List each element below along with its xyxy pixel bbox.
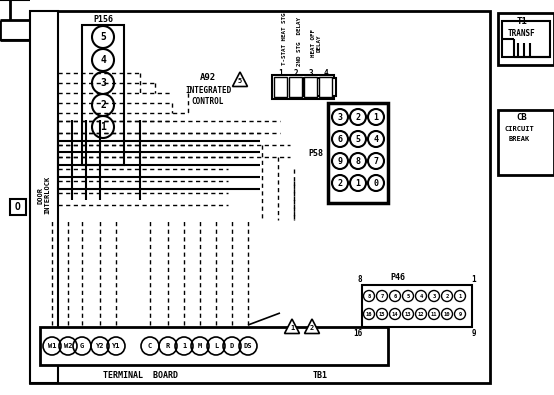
Text: TB1: TB1 bbox=[312, 371, 327, 380]
Bar bbox=[362, 285, 472, 327]
Text: 3: 3 bbox=[100, 78, 106, 88]
Bar bbox=[10, 199, 26, 215]
Text: 2: 2 bbox=[310, 325, 314, 331]
Text: M: M bbox=[198, 343, 202, 349]
Text: 5: 5 bbox=[100, 32, 106, 42]
Text: G: G bbox=[80, 343, 84, 349]
Text: 9: 9 bbox=[471, 329, 476, 339]
Text: T-STAT HEAT STG: T-STAT HEAT STG bbox=[281, 13, 286, 65]
Text: BREAK: BREAK bbox=[509, 136, 530, 142]
Text: 5: 5 bbox=[407, 293, 409, 299]
Bar bbox=[502, 21, 550, 57]
Text: 0: 0 bbox=[373, 179, 378, 188]
Bar bbox=[30, 11, 58, 383]
Text: 3: 3 bbox=[432, 293, 435, 299]
Text: 1: 1 bbox=[356, 179, 361, 188]
Text: TRANSF: TRANSF bbox=[508, 28, 536, 38]
Text: 1: 1 bbox=[182, 343, 186, 349]
Text: CIRCUIT: CIRCUIT bbox=[504, 126, 534, 132]
Text: CB: CB bbox=[517, 113, 527, 122]
Text: 9: 9 bbox=[458, 312, 461, 316]
Text: 8: 8 bbox=[358, 275, 362, 284]
Text: 1: 1 bbox=[373, 113, 378, 122]
Text: CONTROL: CONTROL bbox=[192, 96, 224, 105]
Text: P46: P46 bbox=[391, 273, 406, 282]
Bar bbox=[328, 103, 388, 203]
Bar bbox=[272, 75, 334, 99]
Text: O: O bbox=[15, 202, 21, 212]
Text: 7: 7 bbox=[381, 293, 383, 299]
Text: W1: W1 bbox=[48, 343, 57, 349]
Text: 2: 2 bbox=[294, 68, 298, 77]
Text: R: R bbox=[166, 343, 170, 349]
Polygon shape bbox=[305, 319, 320, 333]
Text: 4: 4 bbox=[100, 55, 106, 65]
Text: 8: 8 bbox=[356, 156, 361, 166]
Text: DOOR
INTERLOCK: DOOR INTERLOCK bbox=[38, 176, 50, 214]
Text: 1: 1 bbox=[279, 68, 283, 77]
Text: 11: 11 bbox=[431, 312, 437, 316]
Text: 1: 1 bbox=[100, 122, 106, 132]
Text: 2: 2 bbox=[445, 293, 449, 299]
Text: 7: 7 bbox=[373, 156, 378, 166]
Text: 1: 1 bbox=[471, 275, 476, 284]
Bar bbox=[289, 77, 302, 97]
Text: 14: 14 bbox=[392, 312, 398, 316]
Text: P156: P156 bbox=[93, 15, 113, 23]
Text: L: L bbox=[214, 343, 218, 349]
Text: 4: 4 bbox=[419, 293, 423, 299]
Text: 16: 16 bbox=[353, 329, 363, 339]
Text: 4: 4 bbox=[373, 135, 378, 143]
Text: 1: 1 bbox=[458, 293, 461, 299]
Text: 1: 1 bbox=[290, 325, 294, 331]
Bar bbox=[82, 25, 124, 165]
Text: 15: 15 bbox=[379, 312, 385, 316]
Bar bbox=[304, 78, 336, 96]
Text: 2: 2 bbox=[100, 100, 106, 110]
Text: 2: 2 bbox=[356, 113, 361, 122]
Text: 12: 12 bbox=[418, 312, 424, 316]
Text: 5: 5 bbox=[238, 78, 242, 84]
Text: 2: 2 bbox=[337, 179, 342, 188]
Bar bbox=[40, 327, 388, 365]
Bar bbox=[304, 77, 317, 97]
Text: 4: 4 bbox=[324, 68, 329, 77]
Text: T1: T1 bbox=[517, 17, 527, 26]
Text: INTEGRATED: INTEGRATED bbox=[185, 85, 231, 94]
Text: 2ND STG  DELAY: 2ND STG DELAY bbox=[296, 17, 301, 66]
Bar bbox=[274, 77, 287, 97]
Text: 5: 5 bbox=[356, 135, 361, 143]
Bar bbox=[30, 11, 490, 383]
Text: DS: DS bbox=[244, 343, 252, 349]
Text: HEAT OFF
DELAY: HEAT OFF DELAY bbox=[311, 29, 321, 57]
Bar bbox=[498, 13, 554, 65]
Bar bbox=[319, 77, 332, 97]
Text: Y2: Y2 bbox=[96, 343, 104, 349]
Bar bbox=[498, 110, 554, 175]
Text: 6: 6 bbox=[337, 135, 342, 143]
Text: C: C bbox=[148, 343, 152, 349]
Polygon shape bbox=[285, 319, 300, 333]
Polygon shape bbox=[233, 72, 248, 87]
Text: 13: 13 bbox=[405, 312, 411, 316]
Text: TERMINAL  BOARD: TERMINAL BOARD bbox=[102, 371, 177, 380]
Text: 3: 3 bbox=[309, 68, 314, 77]
Text: 9: 9 bbox=[337, 156, 342, 166]
Text: P58: P58 bbox=[309, 149, 324, 158]
Text: 6: 6 bbox=[393, 293, 397, 299]
Text: W2: W2 bbox=[64, 343, 72, 349]
Text: 8: 8 bbox=[367, 293, 371, 299]
Text: 3: 3 bbox=[337, 113, 342, 122]
Text: 16: 16 bbox=[366, 312, 372, 316]
Text: Y1: Y1 bbox=[112, 343, 120, 349]
Text: A92: A92 bbox=[200, 73, 216, 81]
Text: D: D bbox=[230, 343, 234, 349]
Text: 10: 10 bbox=[444, 312, 450, 316]
